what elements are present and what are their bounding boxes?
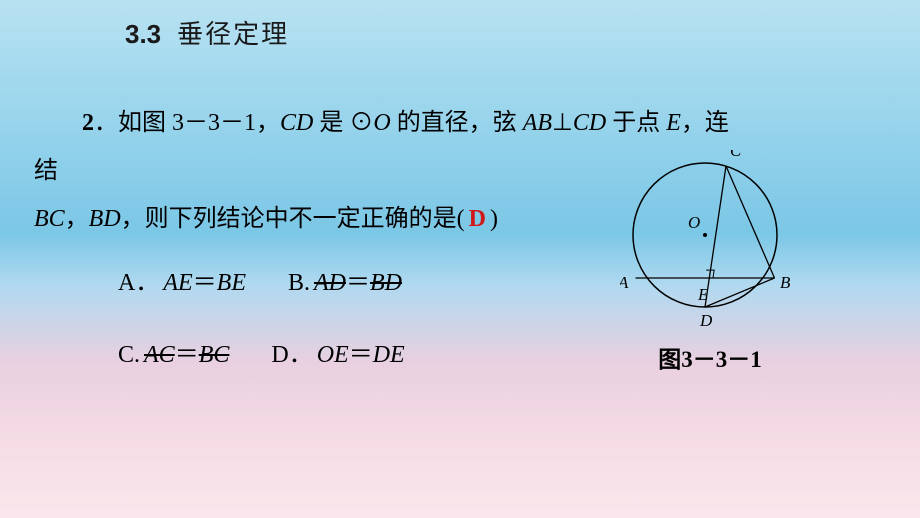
figure-caption: 图3－3－1 — [610, 340, 810, 374]
section-number: 3.3 — [125, 19, 161, 50]
answer-letter: D — [465, 206, 490, 232]
svg-text:O: O — [688, 213, 700, 232]
svg-text:B: B — [780, 273, 791, 292]
section-title: 垂径定理 — [177, 14, 289, 51]
figure-block: C O A B ED 图3－3－1 — [610, 150, 810, 374]
svg-text:E: E — [697, 285, 709, 304]
svg-text:D: D — [699, 311, 713, 330]
svg-text:C: C — [730, 150, 742, 160]
problem-number: 2 — [82, 110, 94, 136]
geometry-diagram: C O A B ED — [620, 150, 800, 330]
svg-text:A: A — [620, 273, 629, 292]
